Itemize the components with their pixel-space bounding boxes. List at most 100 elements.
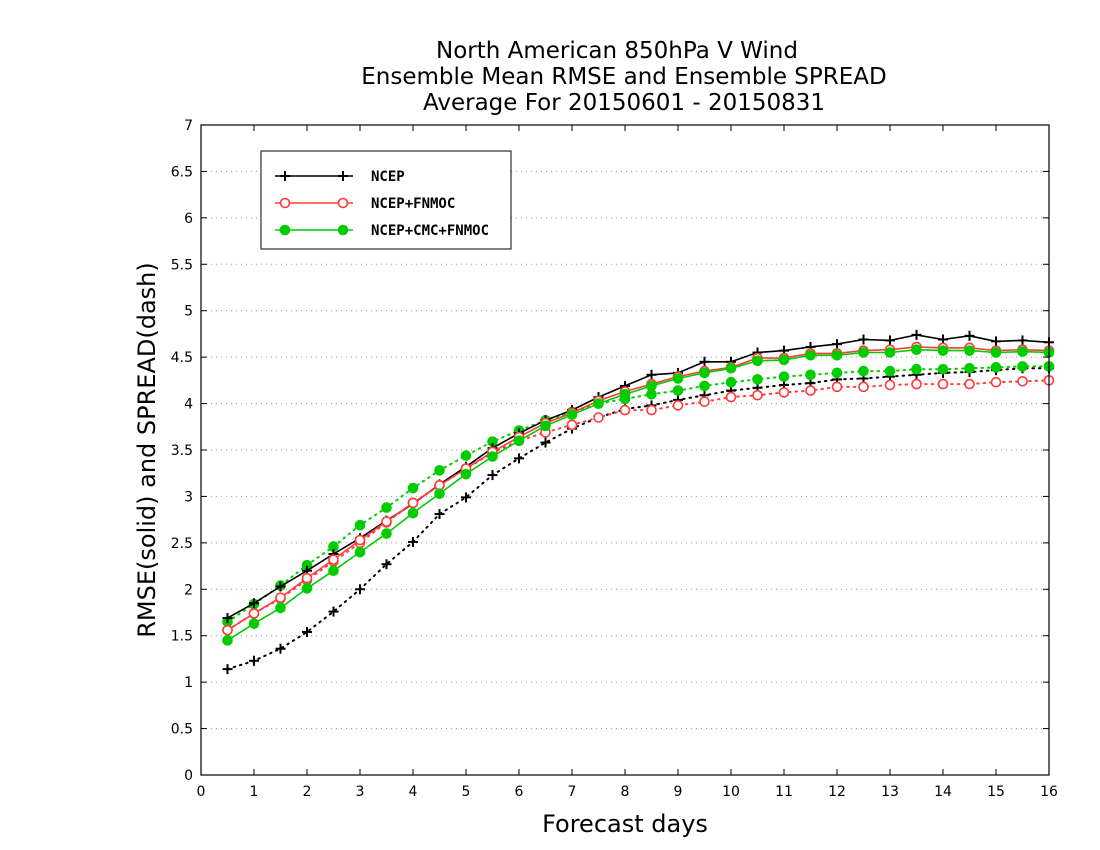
- data-point: [831, 349, 843, 361]
- legend: NCEP NCEP+FNMOC NCEP+CMC+FNMOC: [260, 150, 512, 250]
- data-point: [805, 349, 816, 361]
- title-line-1: North American 850hPa V Wind: [436, 38, 798, 64]
- data-point: [937, 378, 949, 390]
- x-tick-label: 1: [250, 784, 259, 800]
- y-tick-label: 5: [184, 304, 193, 320]
- data-point: [354, 519, 366, 531]
- data-point: [434, 488, 445, 499]
- data-point: [355, 584, 365, 595]
- data-point: [699, 380, 710, 392]
- series-ncep-cmc-fnmoc-spread: [222, 361, 1055, 628]
- data-point: [407, 507, 419, 519]
- data-point: [752, 389, 763, 401]
- data-point: [460, 450, 472, 461]
- data-point: [964, 378, 975, 390]
- data-point: [407, 482, 419, 494]
- chart-title: North American 850hPa V Wind Ensemble Me…: [361, 38, 886, 116]
- data-point: [566, 419, 578, 431]
- data-point: [381, 502, 392, 513]
- data-point: [778, 371, 790, 382]
- data-point: [407, 497, 419, 509]
- x-tick-label: 7: [568, 784, 577, 800]
- y-axis-label: RMSE(solid) and SPREAD(dash): [133, 262, 161, 638]
- data-point: [937, 345, 949, 356]
- x-axis-label: Forecast days: [542, 810, 708, 838]
- legend-label: NCEP: [371, 169, 405, 185]
- y-tick-label: 3.5: [171, 443, 193, 459]
- data-point: [275, 581, 286, 592]
- data-point: [990, 362, 1002, 373]
- legend-item: NCEP+FNMOC: [275, 196, 455, 212]
- data-point: [354, 546, 366, 558]
- x-tick-label: 13: [881, 784, 899, 800]
- data-point: [858, 347, 869, 358]
- data-point: [884, 347, 896, 358]
- series-line-ncep-spread: [226, 367, 1050, 671]
- y-tick-label: 7: [184, 118, 193, 134]
- x-tick-label: 3: [356, 784, 365, 800]
- data-point: [911, 378, 922, 390]
- series-line-ncep-fnmoc-spread: [226, 379, 1050, 632]
- series-ncep-fnmoc-spread: [222, 375, 1055, 636]
- x-tick-label: 8: [621, 784, 630, 800]
- data-point: [222, 635, 233, 646]
- data-point: [301, 583, 313, 594]
- data-point: [672, 400, 684, 411]
- data-point: [832, 339, 842, 350]
- data-point: [593, 412, 604, 423]
- data-point: [964, 345, 975, 356]
- legend-item: NCEP: [275, 169, 405, 185]
- data-point: [858, 381, 869, 393]
- title-line-3: Average For 20150601 - 20150831: [423, 90, 825, 116]
- x-tick-label: 6: [515, 784, 524, 800]
- series-ncep-spread: [222, 363, 1054, 675]
- y-axis-ticks: 0 0.5 1 1.5 2 2.5 3 3.5 4 4.5 5 5.5 6 6.5 7: [171, 118, 1049, 784]
- y-tick-label: 1.5: [171, 629, 193, 645]
- data-point: [884, 365, 896, 377]
- data-point: [222, 624, 233, 636]
- data-point: [301, 572, 313, 584]
- x-tick-label: 9: [674, 784, 683, 800]
- data-point: [514, 453, 524, 464]
- data-point: [911, 363, 922, 375]
- data-point: [566, 409, 578, 421]
- y-tick-label: 6: [184, 211, 193, 227]
- data-point: [460, 468, 472, 480]
- legend-marker: [280, 171, 290, 181]
- data-point: [328, 565, 339, 577]
- data-point: [328, 606, 339, 617]
- series-ncep-cmc-fnmoc: [222, 344, 1055, 646]
- legend-box: [260, 150, 512, 250]
- data-point: [725, 391, 737, 403]
- data-point: [381, 528, 392, 539]
- y-tick-label: 0.5: [171, 722, 193, 738]
- data-point: [1017, 335, 1028, 346]
- data-point: [937, 363, 949, 375]
- data-point: [1017, 361, 1028, 372]
- series-ncep-fnmoc: [222, 341, 1055, 636]
- data-point: [699, 396, 710, 408]
- legend-marker: [338, 171, 348, 181]
- x-tick-label: 11: [775, 784, 793, 800]
- data-point: [249, 598, 259, 609]
- y-tick-label: 3: [184, 489, 193, 505]
- data-point: [461, 492, 471, 503]
- data-point: [275, 643, 286, 654]
- data-point: [699, 356, 710, 367]
- data-point: [778, 387, 790, 398]
- legend-label: NCEP+FNMOC: [371, 196, 455, 212]
- data-point: [513, 435, 525, 447]
- data-point: [619, 404, 631, 416]
- data-point: [540, 437, 551, 448]
- data-point: [752, 355, 763, 367]
- data-point: [249, 655, 259, 666]
- legend-label: NCEP+CMC+FNMOC: [371, 223, 489, 239]
- y-tick-label: 2: [184, 582, 193, 598]
- data-point: [725, 362, 737, 374]
- data-point: [831, 367, 843, 379]
- data-point: [354, 534, 366, 546]
- data-point: [964, 330, 975, 341]
- data-point: [991, 336, 1001, 347]
- x-tick-label: 14: [934, 784, 952, 800]
